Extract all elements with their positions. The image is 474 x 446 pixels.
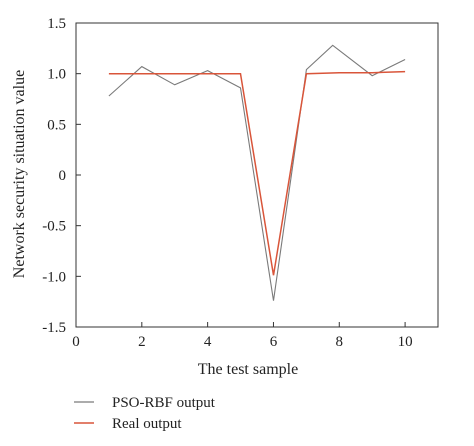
x-tick-label: 4 (204, 334, 212, 350)
y-tick-label: 1.0 (47, 67, 66, 83)
series-line-real-output (108, 70, 406, 276)
y-tick-label: -1.0 (42, 269, 66, 285)
x-tick-label: 6 (270, 334, 278, 350)
y-tick-label: 0 (59, 168, 67, 184)
legend: PSO-RBF output Real output (74, 395, 216, 432)
legend-label-real-output: Real output (112, 416, 182, 432)
x-tick-label: 8 (336, 334, 344, 350)
y-tick-label: -1.5 (42, 320, 66, 336)
x-tick-label: 0 (72, 334, 80, 350)
y-axis-label: Network security situation value (11, 70, 28, 278)
legend-label-pso-rbf: PSO-RBF output (112, 395, 216, 411)
series-line-pso-rbf-output (108, 44, 406, 301)
x-tick-label: 2 (138, 334, 146, 350)
x-tick-label: 10 (398, 334, 413, 350)
y-tick-label: -0.5 (42, 219, 66, 235)
y-tick-label: 1.5 (47, 16, 66, 32)
y-tick-label: 0.5 (47, 117, 66, 133)
x-axis-label: The test sample (198, 361, 298, 378)
